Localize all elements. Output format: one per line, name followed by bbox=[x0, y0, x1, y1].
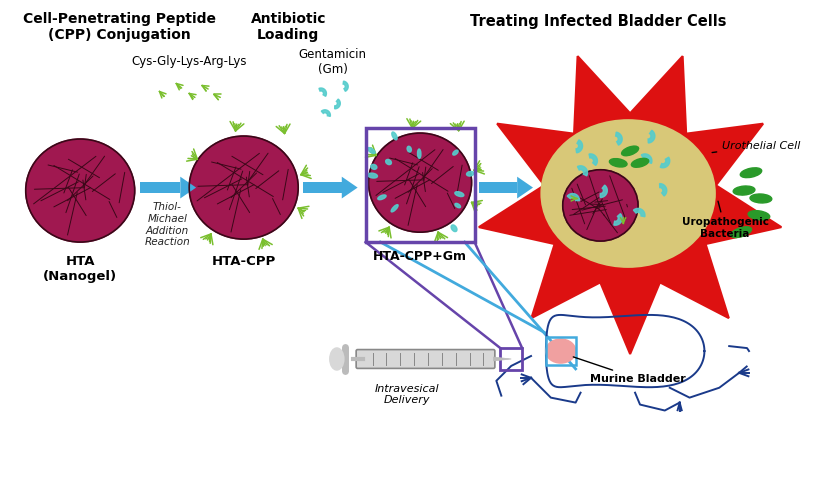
Polygon shape bbox=[517, 176, 532, 199]
Ellipse shape bbox=[631, 158, 648, 168]
Polygon shape bbox=[342, 81, 348, 92]
Polygon shape bbox=[303, 182, 342, 193]
Polygon shape bbox=[577, 166, 586, 176]
Polygon shape bbox=[600, 185, 607, 198]
Polygon shape bbox=[319, 88, 326, 96]
Ellipse shape bbox=[452, 150, 458, 155]
Text: Cell-Penetrating Peptide
(CPP) Conjugation: Cell-Penetrating Peptide (CPP) Conjugati… bbox=[23, 12, 216, 42]
Polygon shape bbox=[632, 208, 645, 217]
Ellipse shape bbox=[450, 225, 456, 232]
Ellipse shape bbox=[391, 132, 396, 140]
Polygon shape bbox=[334, 99, 340, 109]
Text: HTA-CPP+Gm: HTA-CPP+Gm bbox=[373, 250, 467, 263]
Ellipse shape bbox=[562, 170, 637, 241]
Ellipse shape bbox=[367, 148, 375, 154]
Text: HTA-CPP: HTA-CPP bbox=[211, 255, 275, 268]
Ellipse shape bbox=[732, 186, 754, 195]
Ellipse shape bbox=[621, 146, 638, 156]
Ellipse shape bbox=[541, 120, 714, 267]
Polygon shape bbox=[478, 56, 781, 354]
Polygon shape bbox=[588, 154, 597, 166]
Ellipse shape bbox=[25, 139, 134, 242]
Text: Cys-Gly-Lys-Arg-Lys: Cys-Gly-Lys-Arg-Lys bbox=[131, 55, 247, 68]
Ellipse shape bbox=[378, 195, 386, 200]
Ellipse shape bbox=[730, 227, 751, 237]
Polygon shape bbox=[613, 214, 622, 225]
Text: Urothelial Cell: Urothelial Cell bbox=[711, 141, 799, 152]
Ellipse shape bbox=[385, 160, 391, 164]
Ellipse shape bbox=[747, 210, 769, 220]
Polygon shape bbox=[567, 194, 579, 200]
Ellipse shape bbox=[368, 133, 471, 232]
Ellipse shape bbox=[370, 164, 377, 170]
Ellipse shape bbox=[329, 348, 343, 370]
Text: HTA
(Nanogel): HTA (Nanogel) bbox=[43, 255, 117, 283]
Ellipse shape bbox=[406, 146, 411, 152]
Polygon shape bbox=[342, 176, 357, 199]
Ellipse shape bbox=[417, 149, 420, 158]
Polygon shape bbox=[658, 184, 666, 196]
Text: Uropathogenic
Bacteria: Uropathogenic Bacteria bbox=[681, 201, 767, 239]
FancyBboxPatch shape bbox=[355, 350, 494, 368]
Text: Murine Bladder: Murine Bladder bbox=[572, 357, 686, 384]
Polygon shape bbox=[659, 157, 669, 168]
Polygon shape bbox=[180, 176, 196, 199]
Ellipse shape bbox=[391, 204, 398, 212]
Ellipse shape bbox=[455, 192, 464, 196]
Text: Thiol-
Michael
Addition
Reaction: Thiol- Michael Addition Reaction bbox=[144, 202, 190, 247]
Ellipse shape bbox=[740, 168, 761, 177]
Text: Treating Infected Bladder Cells: Treating Infected Bladder Cells bbox=[469, 14, 726, 29]
Ellipse shape bbox=[609, 158, 627, 167]
Polygon shape bbox=[640, 154, 651, 164]
Polygon shape bbox=[615, 132, 622, 145]
Polygon shape bbox=[647, 130, 654, 143]
Polygon shape bbox=[321, 110, 330, 116]
Text: Antibiotic
Loading: Antibiotic Loading bbox=[251, 12, 326, 42]
Ellipse shape bbox=[545, 339, 575, 363]
Text: Intravesical
Delivery: Intravesical Delivery bbox=[374, 384, 439, 406]
Polygon shape bbox=[493, 357, 510, 361]
Ellipse shape bbox=[455, 204, 460, 208]
Ellipse shape bbox=[466, 172, 473, 176]
Text: Gentamicin
(Gm): Gentamicin (Gm) bbox=[298, 48, 366, 76]
Ellipse shape bbox=[189, 136, 298, 239]
Ellipse shape bbox=[749, 194, 771, 203]
Ellipse shape bbox=[367, 173, 377, 178]
Polygon shape bbox=[139, 182, 180, 193]
Polygon shape bbox=[575, 140, 581, 153]
Polygon shape bbox=[478, 182, 517, 193]
